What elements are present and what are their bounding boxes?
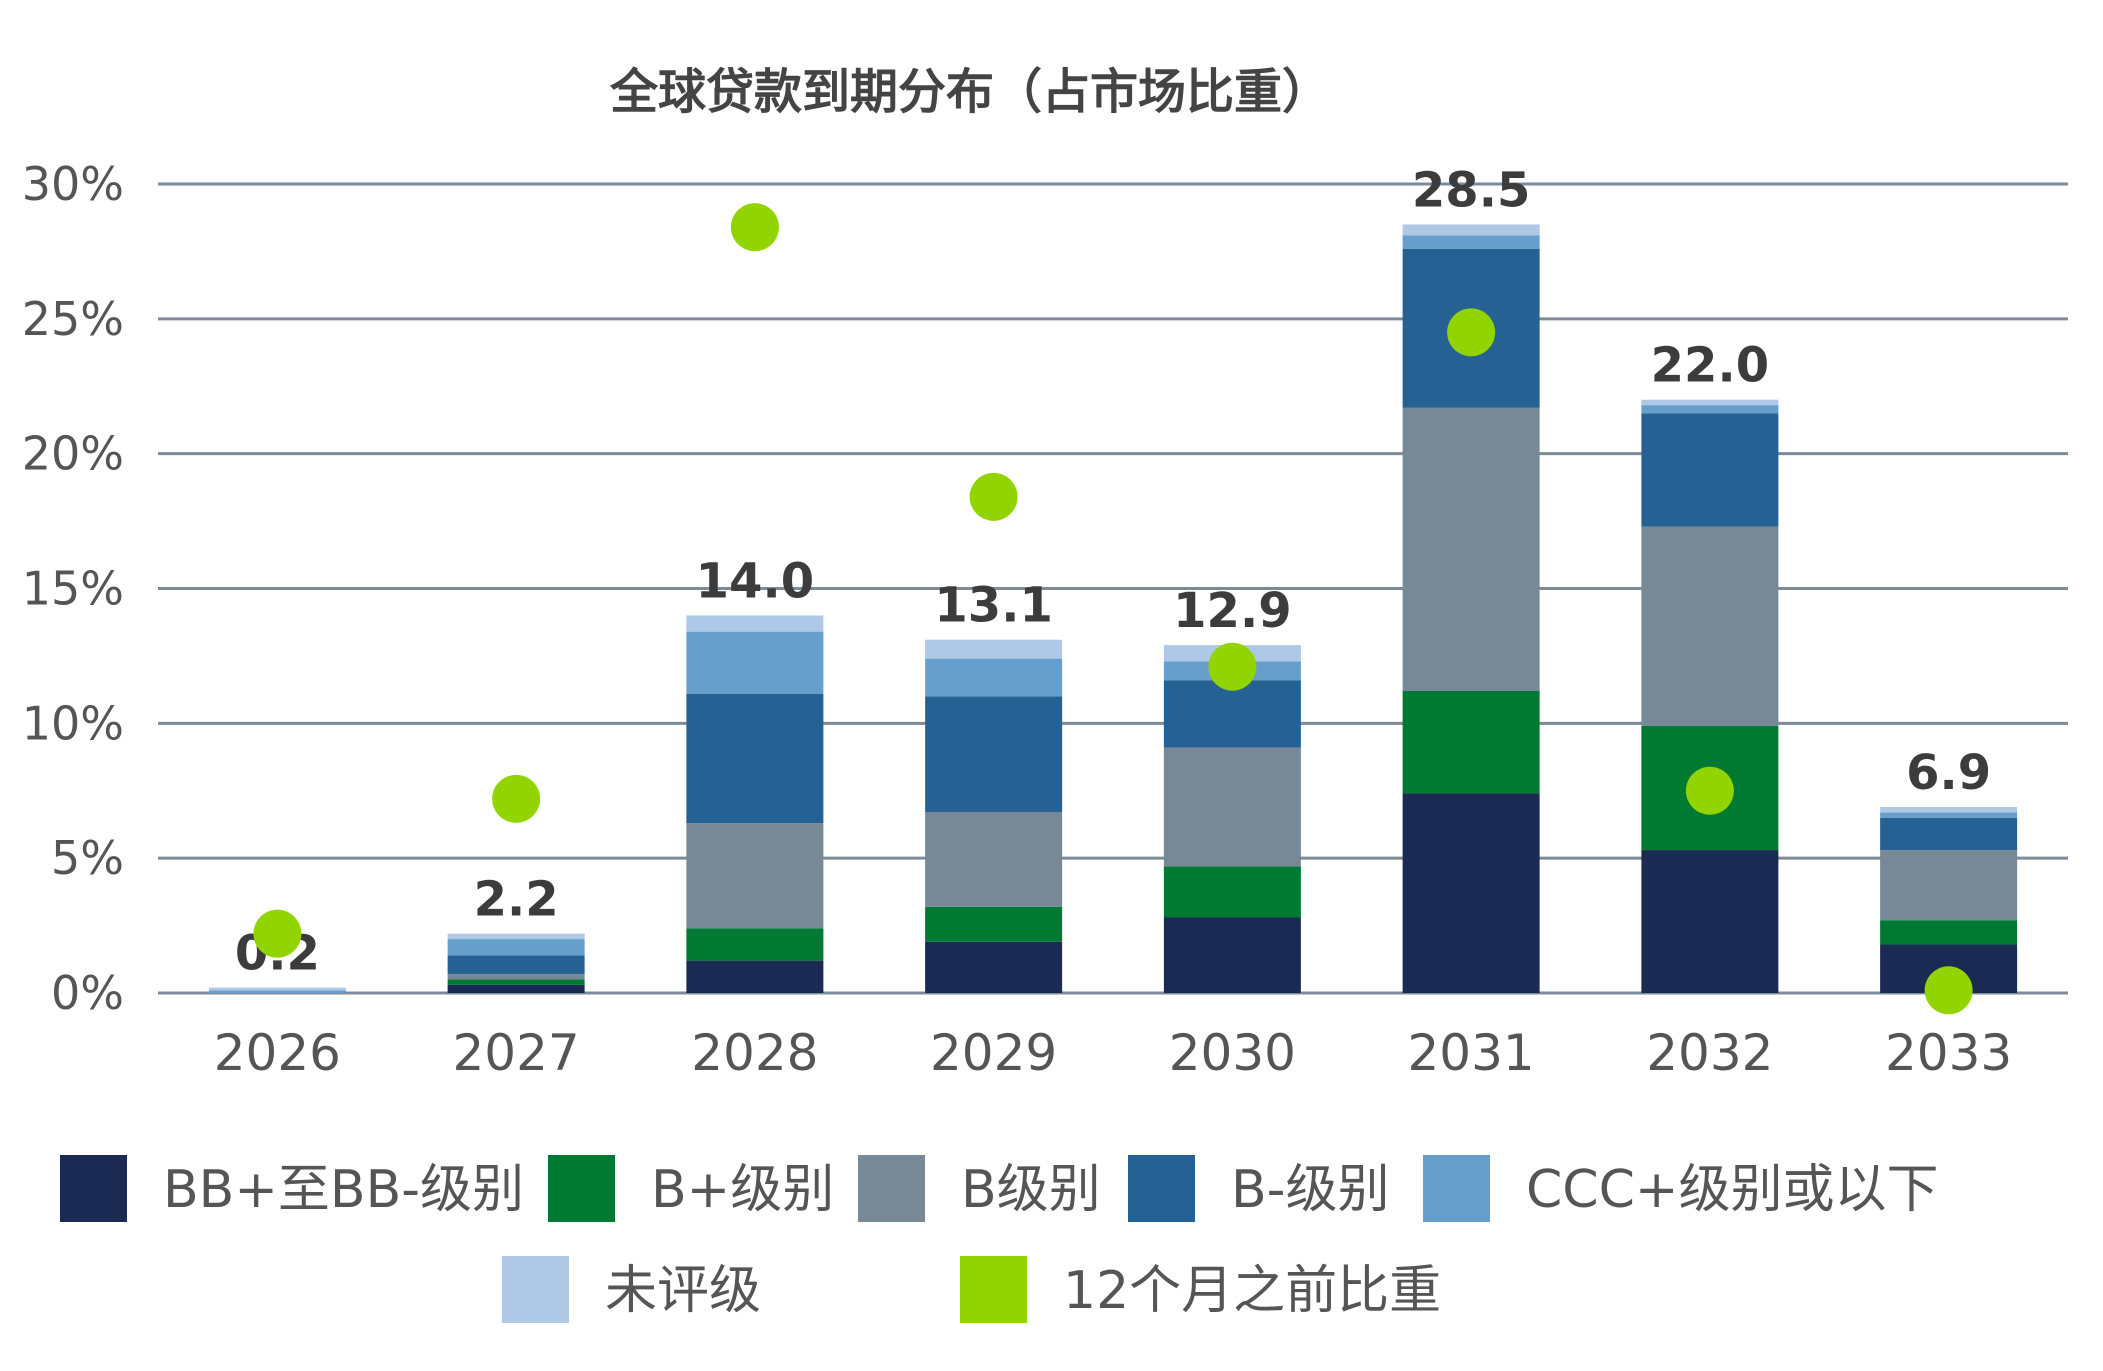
x-tick-label: 2033	[1885, 1024, 2012, 1082]
total-label: 2.2	[474, 872, 559, 928]
x-tick-label: 2030	[1169, 1024, 1296, 1082]
legend-label: B+级别	[651, 1160, 834, 1220]
scatter-point	[492, 774, 541, 823]
bar-segment	[686, 960, 824, 993]
legend-label: 12个月之前比重	[1063, 1261, 1441, 1321]
bar-segment	[1880, 817, 2018, 851]
bar-segment	[1641, 850, 1779, 993]
bar-segment	[1163, 866, 1301, 918]
x-tick-label: 2032	[1646, 1024, 1773, 1082]
gridlines	[158, 182, 2068, 995]
bar-segment	[1402, 407, 1540, 691]
total-label: 6.9	[1906, 745, 1991, 801]
chart-title: 全球贷款到期分布（占市场比重）	[609, 64, 1330, 120]
bar-segment	[208, 990, 346, 993]
bar-segment	[686, 928, 824, 961]
legend-label: CCC+级别或以下	[1526, 1160, 1939, 1220]
x-tick-label: 2026	[214, 1024, 341, 1082]
legend-swatch	[548, 1155, 615, 1222]
scatter-point	[253, 909, 302, 958]
y-tick-label: 15%	[22, 562, 124, 616]
prior-share-points	[253, 203, 1973, 1015]
bar-segment	[447, 974, 585, 980]
x-axis: 2026 2027 2028 2029 2030 2031 2032 2033	[214, 1024, 2013, 1082]
x-tick-label: 2029	[930, 1024, 1057, 1082]
y-axis: 0% 5% 10% 15% 20% 25% 30%	[22, 157, 124, 1020]
bar-segment	[925, 906, 1063, 942]
scatter-point	[1685, 766, 1734, 815]
x-tick-label: 2027	[453, 1024, 580, 1082]
bar-segment	[1402, 235, 1540, 249]
legend-label: B-级别	[1231, 1160, 1389, 1220]
bar-segment	[1880, 812, 2018, 818]
scatter-point	[1447, 308, 1496, 357]
total-label: 12.9	[1173, 583, 1291, 639]
bar-segment	[1641, 405, 1779, 414]
bar-segment	[1641, 413, 1779, 527]
bar-segment	[447, 939, 585, 956]
bar-segment	[447, 933, 585, 940]
scatter-point	[1924, 966, 1973, 1015]
bar-segment	[925, 658, 1063, 697]
total-label: 22.0	[1651, 338, 1769, 394]
bar-segment	[1163, 747, 1301, 867]
bar-segment	[1880, 806, 2018, 813]
scatter-point	[969, 472, 1018, 521]
legend-swatch	[960, 1256, 1027, 1323]
bar-segment	[1163, 917, 1301, 993]
total-label: 28.5	[1412, 162, 1530, 218]
total-labels: 0.22.214.013.112.928.522.06.9	[235, 162, 1991, 981]
legend-swatch	[60, 1155, 127, 1222]
bar-segment	[925, 639, 1063, 659]
bar-segment	[1163, 680, 1301, 748]
y-tick-label: 10%	[22, 696, 124, 750]
legend-swatch	[502, 1256, 569, 1323]
legend-swatch	[858, 1155, 925, 1222]
bar-segment	[686, 615, 824, 632]
bars	[208, 224, 2018, 993]
bar-segment	[686, 823, 824, 929]
total-label: 14.0	[696, 553, 814, 609]
bar-segment	[1402, 793, 1540, 993]
y-tick-label: 0%	[51, 966, 124, 1020]
bar-segment	[925, 812, 1063, 907]
y-tick-label: 5%	[51, 831, 124, 885]
x-tick-label: 2028	[691, 1024, 818, 1082]
bar-segment	[925, 941, 1063, 993]
bar-segment	[208, 987, 346, 991]
bar-segment	[686, 631, 824, 694]
legend-label: B级别	[961, 1160, 1101, 1220]
bar-segment	[1641, 399, 1779, 406]
bar-segment	[1402, 224, 1540, 236]
legend-swatch	[1423, 1155, 1490, 1222]
bar-segment	[1641, 526, 1779, 727]
bar-segment	[1880, 920, 2018, 945]
y-tick-label: 25%	[22, 292, 124, 346]
total-label: 13.1	[934, 578, 1052, 634]
legend-swatch	[1128, 1155, 1195, 1222]
bar-segment	[1880, 850, 2018, 921]
legend-label: 未评级	[605, 1261, 761, 1321]
y-tick-label: 30%	[22, 157, 124, 211]
bar-segment	[686, 693, 824, 824]
bar-segment	[447, 979, 585, 985]
x-tick-label: 2031	[1408, 1024, 1535, 1082]
bar-segment	[1402, 690, 1540, 794]
bar-segment	[925, 696, 1063, 813]
bar-segment	[447, 955, 585, 975]
scatter-point	[730, 203, 779, 252]
legend-label: BB+至BB-级别	[163, 1160, 524, 1220]
scatter-point	[1208, 642, 1257, 691]
y-tick-label: 20%	[22, 427, 124, 481]
bar-segment	[447, 984, 585, 993]
